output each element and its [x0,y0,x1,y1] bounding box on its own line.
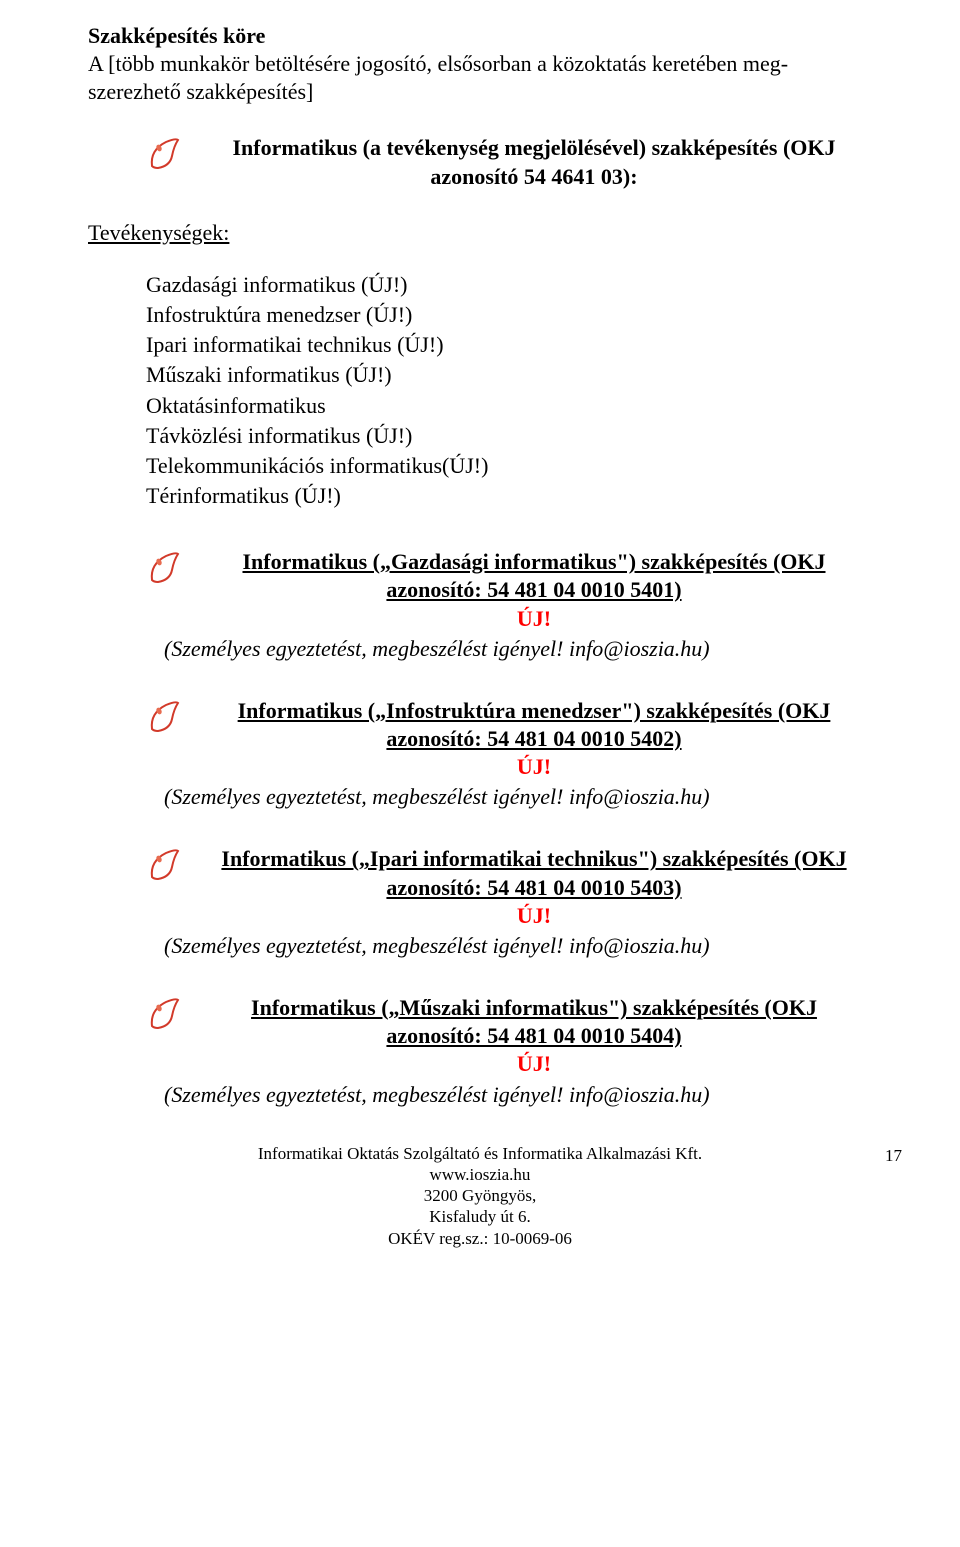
footer-city: 3200 Gyöngyös, [88,1185,872,1206]
leaf-icon [146,996,182,1032]
page-number: 17 [885,1145,902,1167]
main-qual-line1: Informatikus (a tevékenység megjelölésév… [232,135,835,160]
course-id: azonosító: 54 481 04 0010 5403) [196,874,872,902]
course-block: Informatikus („Infostruktúra menedzser")… [146,697,872,812]
course-block: Informatikus („Gazdasági informatikus") … [146,548,872,663]
course-new-badge: ÚJ! [196,1050,872,1078]
course-new-badge: ÚJ! [196,902,872,930]
main-qual-line2: azonosító 54 4641 03): [196,163,872,191]
course-title: Informatikus („Műszaki informatikus") sz… [251,995,817,1020]
course-new-badge: ÚJ! [196,753,872,781]
course-block: Informatikus („Műszaki informatikus") sz… [146,994,872,1109]
intro-paragraph: A [több munkakör betöltésére jogosító, e… [88,50,872,106]
footer-reg: OKÉV reg.sz.: 10-0069-06 [88,1228,872,1249]
course-title: Informatikus („Ipari informatikai techni… [221,846,846,871]
activities-list: Gazdasági informatikus (ÚJ!) Infostruktú… [146,271,872,510]
leaf-icon [146,699,182,735]
leaf-icon [146,550,182,586]
course-new-badge: ÚJ! [196,605,872,633]
footer-website: www.ioszia.hu [88,1164,872,1185]
activity-item: Műszaki informatikus (ÚJ!) [146,361,872,389]
course-note: (Személyes egyeztetést, megbeszélést igé… [164,635,872,663]
page-title: Szakképesítés köre [88,22,872,50]
leaf-icon [146,847,182,883]
activity-item: Térinformatikus (ÚJ!) [146,482,872,510]
activity-item: Távközlési informatikus (ÚJ!) [146,422,872,450]
course-title: Informatikus („Gazdasági informatikus") … [242,549,825,574]
course-id: azonosító: 54 481 04 0010 5402) [196,725,872,753]
leaf-icon [146,136,182,172]
course-id: azonosító: 54 481 04 0010 5404) [196,1022,872,1050]
activity-item: Ipari informatikai technikus (ÚJ!) [146,331,872,359]
course-note: (Személyes egyeztetést, megbeszélést igé… [164,783,872,811]
activity-item: Infostruktúra menedzser (ÚJ!) [146,301,872,329]
main-qualification-item: Informatikus (a tevékenység megjelölésév… [146,134,872,190]
activity-item: Telekommunikációs informatikus(ÚJ!) [146,452,872,480]
course-title: Informatikus („Infostruktúra menedzser")… [238,698,831,723]
course-note: (Személyes egyeztetést, megbeszélést igé… [164,1081,872,1109]
activities-heading: Tevékenységek: [88,219,872,247]
footer-address: Kisfaludy út 6. [88,1206,872,1227]
footer-company: Informatikai Oktatás Szolgáltató és Info… [88,1143,872,1164]
course-id: azonosító: 54 481 04 0010 5401) [196,576,872,604]
course-block: Informatikus („Ipari informatikai techni… [146,845,872,960]
activity-item: Gazdasági informatikus (ÚJ!) [146,271,872,299]
page-footer: Informatikai Oktatás Szolgáltató és Info… [88,1143,872,1249]
activity-item: Oktatásinformatikus [146,392,872,420]
course-note: (Személyes egyeztetést, megbeszélést igé… [164,932,872,960]
